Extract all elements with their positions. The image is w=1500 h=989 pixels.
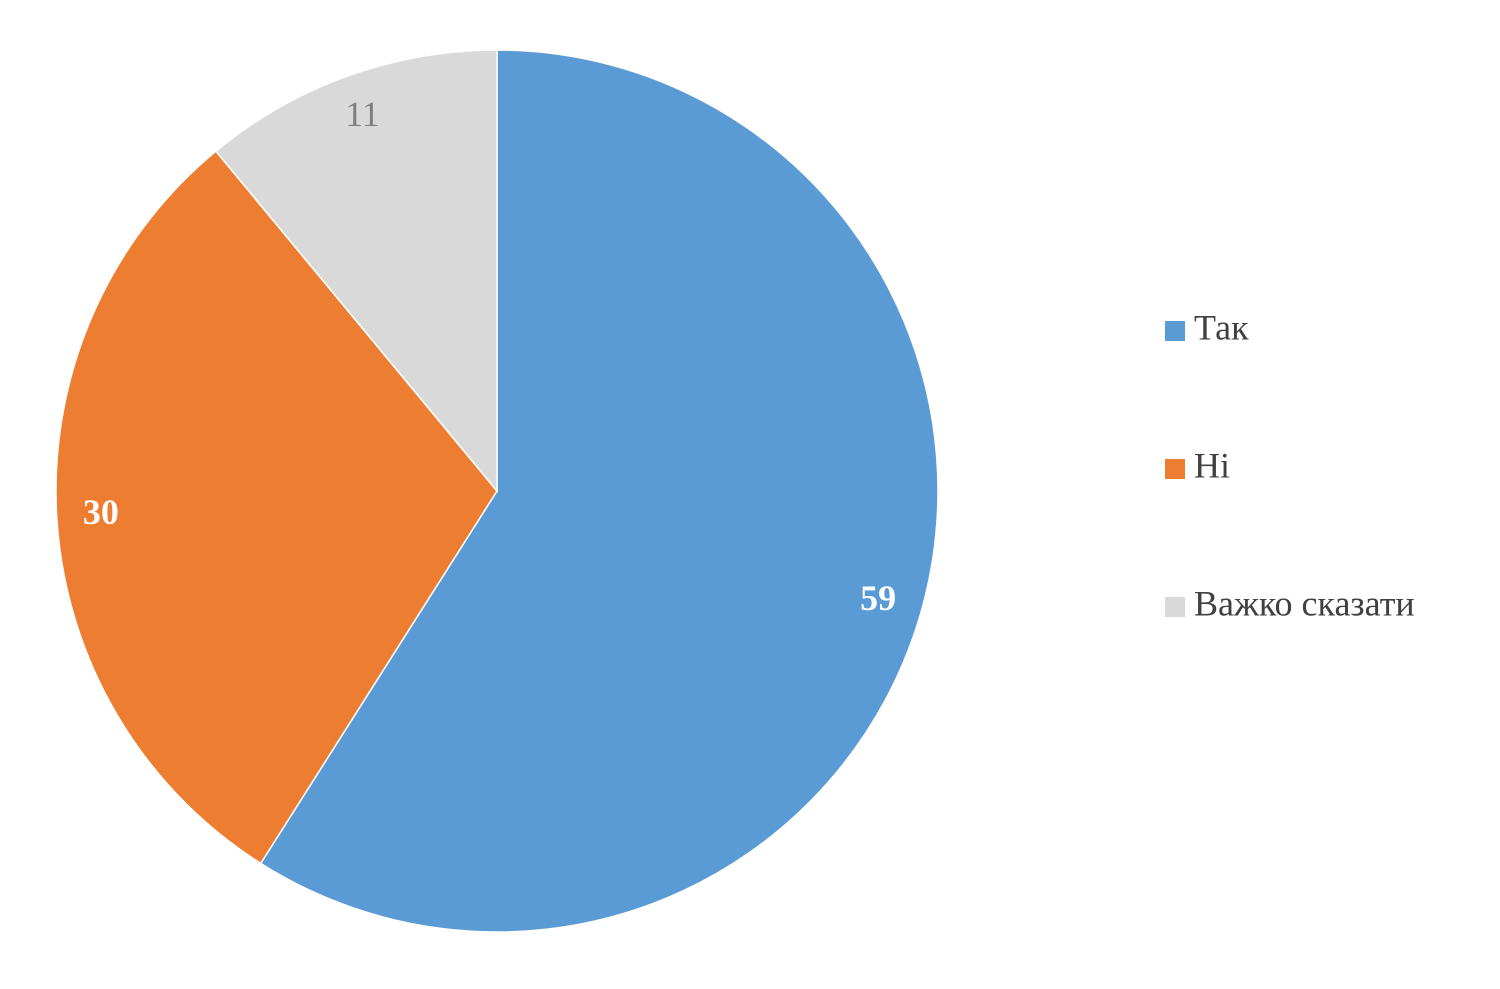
legend-label: Важко сказати (1194, 583, 1415, 623)
pie-slice (55, 150, 498, 865)
legend-label: Так (1194, 307, 1249, 347)
legend-swatch (1165, 597, 1185, 617)
legend-swatch (1165, 321, 1185, 341)
legend-swatch (1165, 459, 1185, 479)
pie-slice (259, 49, 939, 933)
data-label: 59 (860, 578, 896, 618)
pie-slice (214, 49, 498, 494)
data-label: 30 (83, 492, 119, 532)
legend-label: Ні (1194, 445, 1230, 485)
data-label: 11 (345, 94, 380, 134)
